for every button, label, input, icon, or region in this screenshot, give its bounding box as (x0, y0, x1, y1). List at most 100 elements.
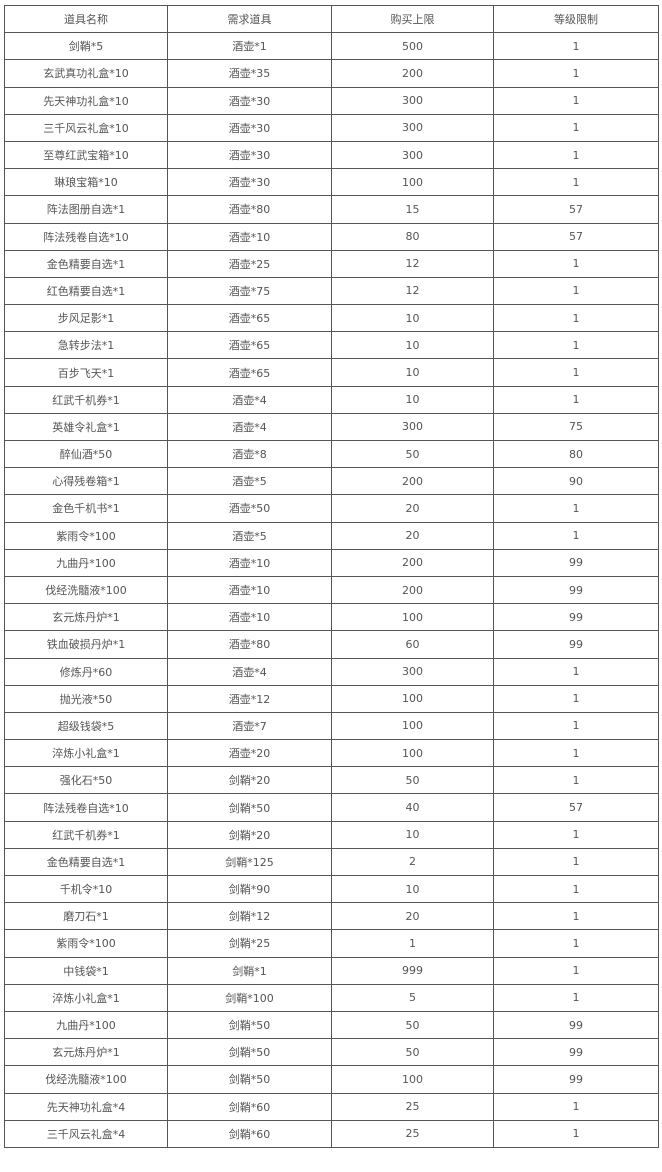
level-limit-cell: 1 (493, 86, 659, 115)
table-row: 玄元炼丹炉*1 酒壶*10 100 99 (4, 603, 659, 632)
header-required-item: 需求道具 (167, 4, 332, 34)
purchase-limit-cell: 100 (331, 684, 494, 713)
purchase-limit-cell: 100 (331, 711, 494, 741)
table-row: 金色千机书*1 酒壶*50 20 1 (4, 494, 659, 523)
header-purchase-limit: 购买上限 (331, 4, 494, 34)
level-limit-cell: 1 (493, 657, 659, 686)
item-name-cell: 至尊红武宝箱*10 (4, 140, 168, 170)
level-limit-cell: 80 (493, 439, 659, 469)
table-row: 先天神功礼盒*4 剑鞘*60 25 1 (4, 1092, 659, 1121)
item-name-cell: 先天神功礼盒*4 (4, 1092, 168, 1121)
required-item-cell: 剑鞘*90 (167, 874, 332, 904)
item-name-cell: 琳琅宝箱*10 (4, 168, 168, 197)
table-row: 红武千机券*1 剑鞘*20 10 1 (4, 820, 659, 849)
header-row: 道具名称 需求道具 购买上限 等级限制 (4, 4, 659, 34)
required-item-cell: 酒壶*5 (167, 467, 332, 496)
table-row: 琳琅宝箱*10 酒壶*30 100 1 (4, 168, 659, 197)
table-row: 九曲丹*100 酒壶*10 200 99 (4, 548, 659, 577)
required-item-cell: 剑鞘*12 (167, 902, 332, 931)
level-limit-cell: 1 (493, 929, 659, 958)
level-limit-cell: 1 (493, 874, 659, 904)
item-name-cell: 九曲丹*100 (4, 548, 168, 577)
item-name-cell: 阵法图册自选*1 (4, 195, 168, 224)
level-limit-cell: 75 (493, 412, 659, 442)
purchase-limit-cell: 300 (331, 140, 494, 170)
level-limit-cell: 1 (493, 1119, 659, 1148)
required-item-cell: 剑鞘*20 (167, 766, 332, 795)
purchase-limit-cell: 20 (331, 494, 494, 523)
purchase-limit-cell: 100 (331, 1065, 494, 1094)
table-row: 伐经洗髓液*100 剑鞘*50 100 99 (4, 1065, 659, 1094)
required-item-cell: 剑鞘*125 (167, 847, 332, 877)
required-item-cell: 酒壶*65 (167, 304, 332, 333)
item-name-cell: 玄元炼丹炉*1 (4, 1038, 168, 1067)
table-row: 淬炼小礼盒*1 酒壶*20 100 1 (4, 739, 659, 768)
required-item-cell: 剑鞘*25 (167, 929, 332, 958)
table-row: 心得残卷箱*1 酒壶*5 200 90 (4, 467, 659, 496)
level-limit-cell: 99 (493, 575, 659, 605)
item-name-cell: 红武千机券*1 (4, 385, 168, 414)
item-name-cell: 超级钱袋*5 (4, 711, 168, 741)
table-row: 金色精要自选*1 剑鞘*125 2 1 (4, 847, 659, 877)
required-item-cell: 剑鞘*50 (167, 1038, 332, 1067)
level-limit-cell: 1 (493, 847, 659, 877)
item-name-cell: 磨刀石*1 (4, 902, 168, 931)
level-limit-cell: 1 (493, 168, 659, 197)
purchase-limit-cell: 50 (331, 439, 494, 469)
purchase-limit-cell: 60 (331, 630, 494, 659)
table-row: 淬炼小礼盒*1 剑鞘*100 5 1 (4, 983, 659, 1012)
purchase-limit-cell: 200 (331, 467, 494, 496)
table-row: 玄武真功礼盒*10 酒壶*35 200 1 (4, 59, 659, 88)
purchase-limit-cell: 300 (331, 657, 494, 686)
purchase-limit-cell: 10 (331, 304, 494, 333)
required-item-cell: 酒壶*4 (167, 657, 332, 686)
item-name-cell: 金色千机书*1 (4, 494, 168, 523)
table-row: 紫雨令*100 酒壶*5 20 1 (4, 521, 659, 550)
required-item-cell: 酒壶*8 (167, 439, 332, 469)
table-row: 步风足影*1 酒壶*65 10 1 (4, 304, 659, 333)
level-limit-cell: 1 (493, 684, 659, 713)
level-limit-cell: 99 (493, 630, 659, 659)
required-item-cell: 酒壶*50 (167, 494, 332, 523)
level-limit-cell: 57 (493, 793, 659, 822)
table-row: 阵法残卷自选*10 酒壶*10 80 57 (4, 222, 659, 251)
required-item-cell: 酒壶*7 (167, 711, 332, 741)
required-item-cell: 酒壶*25 (167, 249, 332, 278)
required-item-cell: 剑鞘*50 (167, 793, 332, 822)
item-name-cell: 玄武真功礼盒*10 (4, 59, 168, 88)
required-item-cell: 酒壶*10 (167, 603, 332, 632)
required-item-cell: 剑鞘*60 (167, 1119, 332, 1148)
purchase-limit-cell: 50 (331, 1010, 494, 1040)
table-row: 修炼丹*60 酒壶*4 300 1 (4, 657, 659, 686)
level-limit-cell: 99 (493, 1038, 659, 1067)
level-limit-cell: 99 (493, 1065, 659, 1094)
level-limit-cell: 1 (493, 385, 659, 414)
table-row: 剑鞘*5 酒壶*1 500 1 (4, 32, 659, 61)
table-row: 中钱袋*1 剑鞘*1 999 1 (4, 956, 659, 985)
required-item-cell: 酒壶*80 (167, 195, 332, 224)
purchase-limit-cell: 5 (331, 983, 494, 1012)
item-name-cell: 千机令*10 (4, 874, 168, 904)
purchase-limit-cell: 40 (331, 793, 494, 822)
purchase-limit-cell: 200 (331, 59, 494, 88)
item-name-cell: 剑鞘*5 (4, 32, 168, 61)
table-row: 伐经洗髓液*100 酒壶*10 200 99 (4, 575, 659, 605)
purchase-limit-cell: 100 (331, 168, 494, 197)
item-name-cell: 红色精要自选*1 (4, 276, 168, 306)
level-limit-cell: 90 (493, 467, 659, 496)
table-row: 红色精要自选*1 酒壶*75 12 1 (4, 276, 659, 306)
item-exchange-table: 道具名称 需求道具 购买上限 等级限制 剑鞘*5 酒壶*1 500 1 玄武真功礼盒*1… (4, 4, 659, 1148)
item-name-cell: 九曲丹*100 (4, 1010, 168, 1040)
level-limit-cell: 1 (493, 820, 659, 849)
level-limit-cell: 1 (493, 140, 659, 170)
required-item-cell: 酒壶*10 (167, 575, 332, 605)
item-name-cell: 铁血破损丹炉*1 (4, 630, 168, 659)
table-row: 阵法图册自选*1 酒壶*80 15 57 (4, 195, 659, 224)
purchase-limit-cell: 15 (331, 195, 494, 224)
item-name-cell: 伐经洗髓液*100 (4, 575, 168, 605)
purchase-limit-cell: 10 (331, 331, 494, 360)
level-limit-cell: 57 (493, 222, 659, 251)
table-row: 超级钱袋*5 酒壶*7 100 1 (4, 711, 659, 741)
table-row: 百步飞天*1 酒壶*65 10 1 (4, 358, 659, 387)
purchase-limit-cell: 100 (331, 603, 494, 632)
